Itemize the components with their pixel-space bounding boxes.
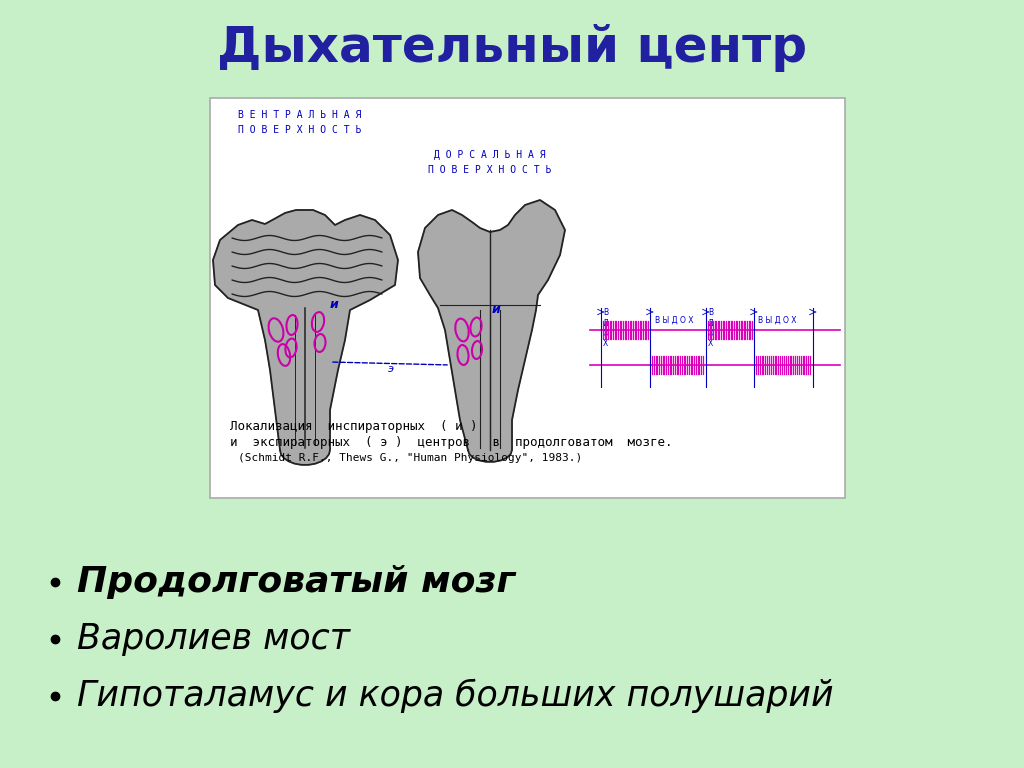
- Text: э: э: [388, 364, 394, 374]
- Polygon shape: [213, 210, 398, 465]
- Text: В Ы Д О Х: В Ы Д О Х: [655, 316, 693, 325]
- Text: Д О Р С А Л Ь Н А Я
П О В Е Р Х Н О С Т Ь: Д О Р С А Л Ь Н А Я П О В Е Р Х Н О С Т …: [428, 150, 552, 175]
- Text: В
Д
О
Х: В Д О Х: [708, 308, 714, 348]
- Text: Локализация  инспираторных  ( и ): Локализация инспираторных ( и ): [230, 420, 477, 433]
- Bar: [210, 98, 845, 498]
- Text: В Ы Д О Х: В Ы Д О Х: [758, 316, 797, 325]
- Text: Варолиев мост: Варолиев мост: [77, 622, 350, 656]
- Text: Продолговатый мозг: Продолговатый мозг: [77, 565, 515, 599]
- Text: и: и: [330, 298, 339, 311]
- Text: Гипоталамус и кора больших полушарий: Гипоталамус и кора больших полушарий: [77, 679, 834, 713]
- Text: и  экспираторных  ( э )  центров   в  продолговатом  мозге.: и экспираторных ( э ) центров в продолго…: [230, 436, 673, 449]
- Text: В Е Н Т Р А Л Ь Н А Я
П О В Е Р Х Н О С Т Ь: В Е Н Т Р А Л Ь Н А Я П О В Е Р Х Н О С …: [239, 110, 361, 135]
- Text: (Schmidt R.F., Thews G., "Human Physiology", 1983.): (Schmidt R.F., Thews G., "Human Physiolo…: [238, 453, 583, 463]
- Polygon shape: [418, 200, 565, 462]
- Text: и: и: [492, 303, 501, 316]
- Text: Дыхательный центр: Дыхательный центр: [217, 24, 807, 72]
- Text: В
Д
О
Х: В Д О Х: [603, 308, 609, 348]
